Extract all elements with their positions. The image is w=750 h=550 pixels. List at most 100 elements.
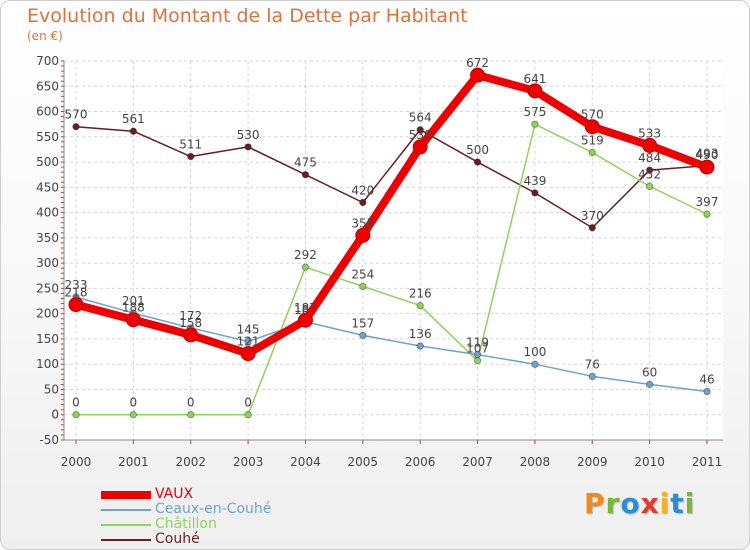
legend-label: Châtillon — [155, 516, 217, 532]
data-label-chatillon: 0 — [187, 396, 195, 410]
y-tick-label: 50 — [44, 382, 59, 396]
data-point-vaux — [68, 297, 84, 313]
data-label-vaux: 121 — [237, 335, 260, 349]
data-label-couhe: 475 — [294, 156, 317, 170]
x-tick-label: 2002 — [175, 455, 206, 469]
legend-label: Couhé — [155, 531, 200, 547]
data-point-couhe — [359, 198, 367, 207]
data-point-chatillon — [473, 356, 482, 365]
data-label-vaux: 490 — [696, 148, 719, 162]
data-point-vaux — [183, 327, 199, 343]
data-label-chatillon: 575 — [523, 105, 546, 119]
data-point-chatillon — [588, 148, 596, 157]
data-point-ceaux-en-couhe — [588, 372, 596, 381]
data-label-ceaux-en-couhe: 60 — [642, 365, 657, 379]
data-point-chatillon — [416, 301, 424, 310]
data-point-couhe — [129, 127, 138, 135]
data-label-chatillon: 254 — [351, 267, 374, 281]
series-line-ceaux-en-couhe — [75, 296, 708, 393]
data-label-couhe: 484 — [638, 151, 661, 165]
data-label-couhe: 570 — [65, 108, 88, 122]
x-tick-label: 2004 — [290, 455, 321, 469]
legend-label: Ceaux-en-Couhé — [155, 501, 272, 517]
data-point-vaux — [470, 67, 486, 83]
data-label-chatillon: 0 — [130, 396, 138, 410]
data-point-couhe — [244, 143, 252, 151]
legend-swatch — [101, 509, 151, 511]
data-point-ceaux-en-couhe — [473, 350, 482, 359]
data-label-ceaux-en-couhe: 76 — [585, 357, 600, 371]
data-point-vaux — [240, 346, 256, 362]
data-point-couhe — [187, 152, 195, 161]
data-label-chatillon: 0 — [244, 396, 252, 410]
data-point-couhe — [588, 224, 596, 232]
data-point-couhe — [72, 122, 80, 131]
data-point-ceaux-en-couhe — [244, 337, 252, 346]
data-label-couhe: 564 — [409, 111, 432, 125]
series-line-chatillon — [75, 123, 708, 416]
data-label-ceaux-en-couhe: 136 — [409, 327, 432, 341]
logo-letter: i — [659, 487, 671, 520]
y-tick-label: 350 — [36, 231, 59, 245]
data-point-chatillon — [645, 182, 654, 191]
data-label-couhe: 420 — [351, 183, 374, 197]
series-line-vaux — [72, 71, 711, 358]
y-tick-label: 450 — [36, 180, 59, 194]
y-tick-label: 650 — [36, 79, 59, 93]
data-label-vaux: 570 — [581, 108, 604, 122]
data-label-couhe: 511 — [179, 138, 202, 152]
data-point-vaux — [355, 227, 371, 243]
logo-letter: i — [684, 487, 696, 520]
data-point-vaux — [125, 312, 141, 328]
y-tick-label: 500 — [36, 155, 59, 169]
data-label-vaux: 533 — [638, 126, 661, 140]
y-tick-label: 250 — [36, 281, 59, 295]
data-point-chatillon — [531, 120, 539, 128]
data-label-couhe: 493 — [696, 147, 719, 161]
data-point-vaux — [297, 312, 313, 328]
logo-letter: t — [670, 487, 685, 520]
logo-letter: o — [620, 487, 641, 520]
data-label-chatillon: 292 — [294, 248, 317, 262]
y-tick-label: 600 — [36, 105, 59, 119]
data-label-chatillon: 452 — [638, 167, 661, 181]
y-tick-label: 100 — [36, 357, 59, 371]
logo-letter: x — [640, 487, 660, 520]
data-point-chatillon — [187, 411, 195, 419]
data-label-chatillon: 519 — [581, 133, 604, 147]
x-tick-label: 2008 — [520, 455, 551, 469]
data-label-vaux: 218 — [65, 286, 88, 300]
data-point-chatillon — [72, 411, 80, 419]
data-label-ceaux-en-couhe: 46 — [699, 372, 714, 386]
legend-swatch — [101, 524, 151, 526]
data-label-chatillon: 397 — [696, 195, 719, 209]
y-tick-label: 200 — [36, 307, 59, 321]
data-label-chatillon: 0 — [72, 396, 80, 410]
x-tick-label: 2010 — [634, 455, 665, 469]
legend-label: VAUX — [155, 486, 194, 502]
data-label-vaux: 188 — [122, 301, 145, 315]
legend-swatch — [101, 539, 151, 541]
chart-title: Evolution du Montant de la Dette par Hab… — [27, 5, 468, 27]
data-label-vaux: 641 — [523, 72, 546, 86]
x-tick-label: 2001 — [118, 455, 149, 469]
data-label-vaux: 530 — [409, 128, 432, 142]
data-point-vaux — [412, 139, 428, 155]
y-tick-label: -50 — [39, 433, 59, 447]
legend-swatch — [101, 491, 151, 499]
x-tick-label: 2003 — [233, 455, 264, 469]
data-point-chatillon — [359, 282, 367, 291]
data-point-vaux — [527, 83, 543, 99]
data-point-couhe — [301, 171, 310, 179]
data-point-ceaux-en-couhe — [359, 331, 367, 340]
data-label-couhe: 561 — [122, 112, 145, 126]
data-label-ceaux-en-couhe: 201 — [122, 294, 145, 308]
y-tick-label: 700 — [36, 54, 59, 68]
y-tick-label: 150 — [36, 332, 59, 346]
data-label-couhe: 439 — [523, 174, 546, 188]
y-tick-label: 300 — [36, 256, 59, 270]
y-tick-label: 400 — [36, 206, 59, 220]
x-tick-label: 2005 — [348, 455, 379, 469]
